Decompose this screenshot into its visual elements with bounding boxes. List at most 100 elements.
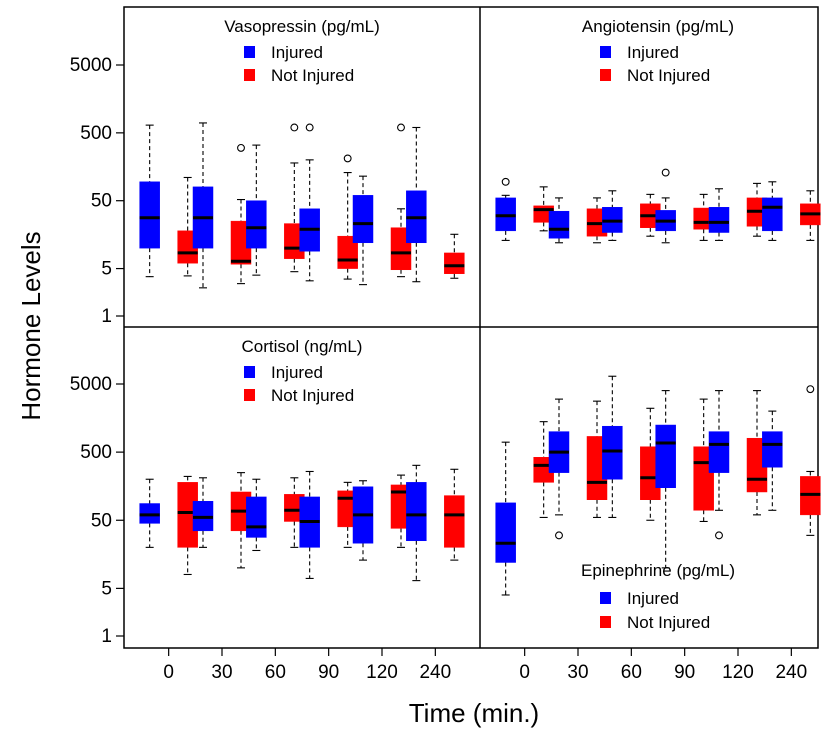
legend-label-not-injured: Not Injured	[627, 66, 710, 85]
box-angiotensin-injured-0	[495, 177, 516, 241]
box-angiotensin-injured-90-outlier-0	[661, 168, 670, 177]
box-angiotensin-injured-30-iqr	[548, 210, 570, 239]
box-vasopressin-injured-30	[192, 122, 214, 289]
box-epinephrine-not-injured-240-outlier-0	[806, 385, 815, 394]
box-angiotensin-injured-30	[548, 197, 570, 244]
box-vasopressin-injured-120-iqr	[352, 195, 374, 244]
box-vasopressin-not-injured-120	[390, 123, 412, 278]
box-epinephrine-injured-30-outlier-0	[555, 531, 563, 540]
legend-angiotensin: Injured Not Injured	[600, 43, 710, 85]
box-vasopressin-not-injured-30	[230, 143, 252, 285]
legend-swatch-injured	[244, 366, 255, 378]
legend-swatch-not-injured	[244, 389, 255, 401]
box-vasopressin-injured-60-iqr	[246, 200, 267, 249]
box-cortisol-not-injured-90	[337, 481, 358, 548]
panel-title-epinephrine: Epinephrine (pg/mL)	[581, 561, 735, 580]
y-axis-title: Hormone Levels	[16, 231, 46, 420]
y-tick-label-top-500: 500	[80, 123, 112, 144]
box-angiotensin-injured-240-iqr	[762, 197, 783, 232]
box-angiotensin-injured-60	[602, 190, 623, 241]
y-axis: 1 5 50 500 5000 1 5 50 500 5000	[70, 55, 124, 647]
panel-title-angiotensin: Angiotensin (pg/mL)	[582, 17, 734, 36]
box-vasopressin-injured-60	[246, 144, 267, 276]
box-epinephrine-injured-90	[655, 390, 676, 569]
box-epinephrine-injured-120-iqr	[708, 431, 730, 473]
box-vasopressin-not-injured-120-iqr	[390, 227, 412, 271]
x-tick-label-left-0: 0	[163, 662, 174, 683]
panel-epinephrine: Epinephrine (pg/mL) Injured Not Injured	[495, 375, 821, 632]
box-angiotensin-not-injured-90	[693, 193, 714, 241]
box-vasopressin-injured-240	[406, 126, 427, 283]
box-epinephrine-injured-0-iqr	[495, 502, 516, 563]
box-angiotensin-not-injured-0	[533, 186, 554, 232]
box-cortisol-injured-0	[139, 478, 160, 548]
box-cortisol-injured-90	[299, 470, 320, 579]
box-vasopressin-not-injured-240-iqr	[444, 252, 465, 274]
box-epinephrine-not-injured-30	[586, 400, 608, 518]
box-cortisol-not-injured-240-iqr	[444, 495, 465, 548]
box-vasopressin-not-injured-90-outlier-0	[343, 154, 352, 163]
legend-label-injured: Injured	[271, 363, 323, 382]
y-tick-label-bottom-5000: 5000	[70, 374, 112, 395]
box-vasopressin-not-injured-90	[337, 154, 358, 280]
box-angiotensin-not-injured-120	[746, 182, 768, 237]
y-tick-label-top-50: 50	[91, 191, 112, 212]
legend-swatch-injured	[600, 46, 611, 58]
box-cortisol-injured-60	[246, 478, 267, 552]
box-vasopressin-injured-90	[299, 123, 320, 282]
x-tick-label-right-30: 30	[567, 662, 588, 683]
y-tick-label-bottom-5: 5	[101, 578, 112, 599]
y-tick-label-top-5: 5	[101, 259, 112, 280]
legend-swatch-injured	[600, 592, 611, 604]
panel-angiotensin: Angiotensin (pg/mL) Injured Not Injured	[495, 17, 821, 244]
box-epinephrine-injured-120-outlier-0	[715, 531, 723, 540]
box-angiotensin-injured-240	[762, 181, 783, 241]
legend-label-not-injured: Not Injured	[271, 66, 354, 85]
box-angiotensin-injured-120-iqr	[708, 207, 730, 233]
legend-vasopressin: Injured Not Injured	[244, 43, 354, 85]
box-cortisol-not-injured-240	[444, 468, 465, 561]
legend-label-not-injured: Not Injured	[271, 386, 354, 405]
y-tick-label-bottom-1: 1	[101, 626, 112, 647]
box-angiotensin-injured-90	[655, 168, 676, 244]
box-vasopressin-not-injured-0	[177, 176, 198, 277]
box-vasopressin-not-injured-240	[444, 233, 465, 279]
legend-swatch-not-injured	[600, 69, 611, 81]
box-epinephrine-not-injured-240	[800, 385, 821, 536]
box-cortisol-injured-60-iqr	[246, 496, 267, 538]
box-epinephrine-injured-90-iqr	[655, 424, 676, 488]
x-tick-label-right-90: 90	[674, 662, 695, 683]
box-cortisol-injured-240-iqr	[406, 482, 427, 542]
box-vasopressin-injured-0	[139, 124, 160, 278]
box-vasopressin-not-injured-60-outlier-0	[290, 123, 299, 132]
box-angiotensin-not-injured-60	[640, 193, 661, 237]
x-tick-label-right-240: 240	[775, 662, 807, 683]
panel-title-vasopressin: Vasopressin (pg/mL)	[224, 17, 380, 36]
legend-epinephrine: Injured Not Injured	[600, 589, 710, 632]
panel-vasopressin: Vasopressin (pg/mL) Injured Not Injured	[139, 17, 465, 289]
box-vasopressin-not-injured-30-outlier-0	[237, 143, 245, 152]
y-tick-label-top-5000: 5000	[70, 55, 112, 76]
x-tick-label-left-60: 60	[265, 662, 286, 683]
panel-title-cortisol: Cortisol (ng/mL)	[242, 337, 363, 356]
x-tick-label-left-120: 120	[366, 662, 398, 683]
legend-label-injured: Injured	[627, 43, 679, 62]
y-tick-label-bottom-50: 50	[91, 510, 112, 531]
x-axis-title: Time (min.)	[409, 698, 539, 728]
box-vasopressin-not-injured-120-outlier-0	[397, 123, 405, 132]
legend-swatch-not-injured	[600, 616, 611, 628]
box-angiotensin-injured-0-outlier-0	[501, 177, 510, 186]
x-axis: 0 30 60 90 120 240 0 30 60 90 120 240	[163, 648, 807, 683]
box-angiotensin-not-injured-240	[800, 190, 821, 241]
legend-label-not-injured: Not Injured	[627, 613, 710, 632]
box-cortisol-injured-30	[192, 477, 214, 548]
box-epinephrine-injured-120	[708, 390, 730, 540]
box-epinephrine-injured-240	[762, 410, 783, 511]
legend-label-injured: Injured	[271, 43, 323, 62]
box-epinephrine-injured-0	[495, 441, 516, 596]
y-tick-label-bottom-500: 500	[80, 442, 112, 463]
box-vasopressin-injured-120	[352, 175, 374, 286]
legend-cortisol: Injured Not Injured	[244, 363, 354, 405]
